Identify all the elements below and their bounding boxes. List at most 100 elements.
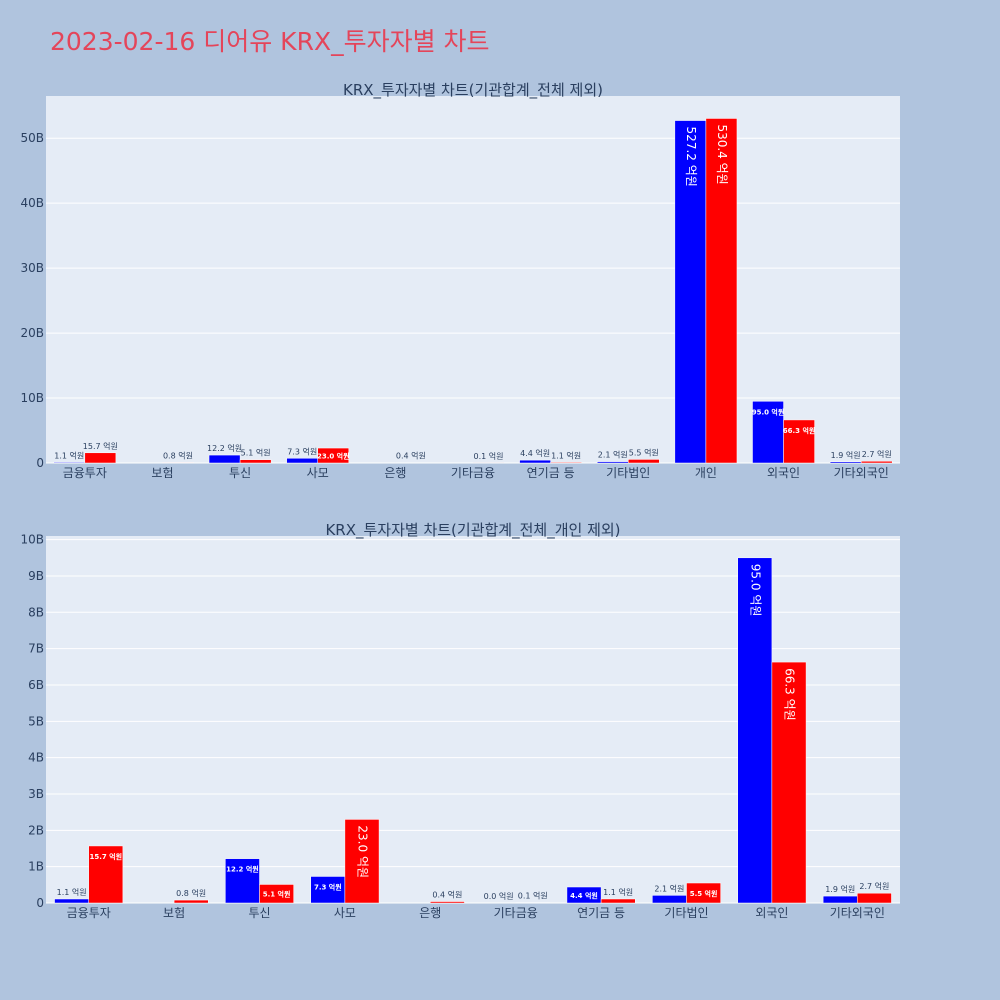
x-tick-label: 사모 [307,466,329,480]
x-tick-label: 금융투자 [63,466,107,480]
bar [173,899,209,904]
y-tick-label: 8B [28,605,44,619]
x-tick-label: 은행 [419,905,441,920]
bar [208,454,241,464]
x-tick-label: 기타법인 [664,906,708,920]
x-tick-label: 연기금 등 [577,906,625,920]
bar [317,447,350,464]
bar [752,401,784,464]
data-label: 95.0 억원 [748,564,762,617]
data-label: 527.2 억원 [684,127,698,187]
x-tick-label: 투신 [229,466,251,480]
y-tick-label: 6B [28,678,44,692]
data-label: 4.4 억원 [570,891,598,900]
bar [259,884,294,904]
data-label: 5.1 억원 [241,448,271,458]
bar [686,882,721,904]
y-tick-label: 40B [20,196,44,210]
x-tick-label: 보험 [163,906,185,920]
data-label: 0.1 억원 [474,451,504,461]
data-label: 7.3 억원 [287,446,317,456]
x-tick-label: 사모 [334,906,356,920]
data-label: 2.7 억원 [862,449,892,459]
data-label: 2.7 억원 [859,881,889,891]
x-tick-label: 개인 [695,466,717,480]
data-label: 15.7 억원 [83,441,118,451]
data-label: 530.4 억원 [715,124,729,184]
bar [430,901,465,904]
data-label: 5.5 억원 [629,447,659,457]
data-label: 66.3 억원 [782,668,796,721]
x-tick-label: 기타외국인 [830,906,885,920]
x-tick-label: 외국인 [755,906,788,920]
bar [239,459,272,464]
chart-2: 0 1B 2B 3B 4B 5B 6B 7B 8B 9B 10B KRX_투자자별 차트(기관합계_전… [20,521,900,920]
y-tick-label: 4B [28,751,44,765]
data-label: 5.5 억원 [690,889,718,898]
bar [737,557,773,904]
data-label: 12.2 억원 [226,865,259,874]
bar [652,895,687,904]
x-tick-label: 투신 [248,906,270,920]
bar [705,118,738,464]
y-tick-label: 0 [36,456,44,470]
bar [162,462,194,464]
x-tick-label: 외국인 [767,466,800,480]
chart-title: KRX_투자자별 차트(기관합계_전체 제외) [343,81,603,100]
data-label: 2.1 억원 [598,450,628,460]
data-label: 95.0 억원 [752,407,785,416]
data-label: 1.9 억원 [825,884,855,894]
bar [550,462,582,464]
bar [54,898,89,904]
data-label: 23.0 억원 [355,825,369,878]
y-tick-label: 20B [20,326,44,340]
data-label: 4.4 억원 [520,448,550,458]
y-tick-label: 30B [20,261,44,275]
bar [225,858,260,904]
data-label: 0.4 억원 [432,890,462,900]
data-label: 0.0 억원 [484,891,514,901]
bar [344,819,380,904]
y-tick-label: 9B [28,569,44,583]
bar [519,459,551,464]
chart-title: KRX_투자자별 차트(기관합계_전체_개인 제외) [325,521,620,540]
x-tick-label: 금융투자 [67,906,111,920]
bar [857,892,892,904]
y-tick-label: 3B [28,787,44,801]
x-tick-label: 기타법인 [606,466,650,480]
page-title: 2023-02-16 디어유 KRX_투자자별 차트 [50,27,490,56]
bar [783,419,815,464]
bar [771,661,807,904]
data-label: 0.8 억원 [176,888,206,898]
x-tick-label: 기타금융 [494,906,538,920]
x-tick-label: 기타외국인 [834,466,889,480]
x-tick-label: 기타금융 [451,466,495,480]
bar [88,845,124,904]
chart-1: 0 10B 20B 30B 40B 50B KRX_투자자별 차트(기관합계_전체 제외) 금… [20,81,900,480]
data-label: 1.1 억원 [57,887,87,897]
data-label: 0.8 억원 [163,450,193,460]
x-tick-label: 은행 [384,465,406,480]
bar [674,120,707,464]
data-label: 0.1 억원 [518,891,548,901]
bar [829,461,862,464]
data-label: 1.9 억원 [831,450,861,460]
data-label: 1.1 억원 [603,887,633,897]
bar [596,461,629,464]
data-label: 1.1 억원 [551,450,581,460]
data-label: 12.2 억원 [207,443,242,453]
x-tick-label: 보험 [151,466,173,480]
y-tick-label: 10B [20,533,44,547]
data-label: 1.1 억원 [54,450,84,460]
data-label: 66.3 억원 [783,426,816,435]
y-tick-label: 2B [28,823,44,837]
data-label: 7.3 억원 [314,882,342,891]
bar [860,460,893,464]
bar [628,459,660,464]
bar [822,895,858,904]
bar [286,458,318,464]
data-label: 0.4 억원 [396,451,426,461]
y-tick-label: 1B [28,860,44,874]
